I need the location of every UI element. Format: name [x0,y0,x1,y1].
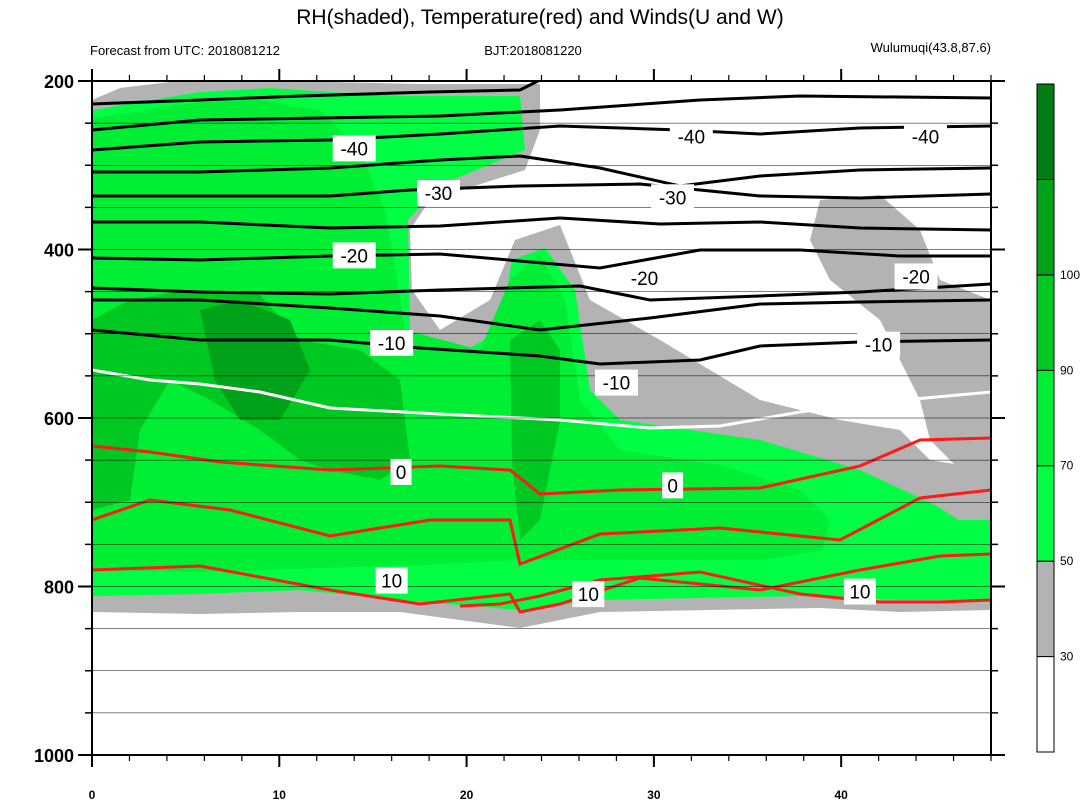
isotherm-zero [92,368,991,430]
isotherm-warm-2 [92,552,991,614]
contour-label-box [669,123,713,150]
colorbar-label: 30 [1060,650,1074,664]
contour-label-box [390,458,412,485]
station-label: Wulumuqi(43.8,87.6) [871,40,991,55]
x-tick-label: 40 [834,788,848,802]
contour-label-box [903,123,947,150]
contour-label-box [843,578,876,605]
colorbar-swatch [1036,274,1055,371]
isotherm-minus30-a [92,154,991,188]
isotherm-cold-1 [92,81,541,106]
chart-title: RH(shaded), Temperature(red) and Winds(U… [296,6,783,29]
colorbar-label: 90 [1060,363,1074,377]
contour-label: -10 [378,334,405,355]
bjt-label: BJT:2018081220 [484,43,582,58]
contour-label-box [332,135,376,162]
y-tick-label: 800 [44,578,74,598]
isotherm-lines [92,81,991,614]
contour-label: -20 [631,269,658,290]
level-gridlines [92,81,991,755]
x-tick-label: 0 [89,788,96,802]
isotherm-warm-3 [459,570,991,608]
contour-label: -10 [865,336,892,357]
isotherm-minus20-b [92,248,991,270]
contour-label: 10 [849,583,870,604]
contour-label: 10 [381,572,402,593]
colorbar-swatch [1036,369,1055,467]
colorbar-swatch [1036,178,1055,276]
contour-label-box [572,581,605,608]
contour-label-box [370,330,414,357]
y-tick-label: 200 [44,72,74,92]
contour-label-group: -40 -40 -40 -30 -30 -20 -20 -20 -10 -10 -10 0 0 10 10 1… [332,123,947,608]
colorbar: 30 50 70 90 100 [1036,83,1080,753]
contour-label-box [651,184,695,211]
contour-label-box [857,331,901,358]
rh-band-100 [200,300,310,420]
contour-label: -20 [340,246,367,267]
isotherm-cold-2 [92,94,991,132]
contour-label: 0 [396,463,407,484]
contour-label-box [332,242,376,269]
isotherm-minus20-c [92,282,991,302]
contour-label-box [375,567,408,594]
isotherm-minus20-a [92,216,991,232]
colorbar-label: 70 [1060,459,1074,473]
rh-band-90-100-mid [510,320,560,540]
contour-label: -40 [340,139,367,160]
colorbar-swatch [1036,560,1055,658]
contour-label-box [416,180,460,207]
contour-label: -40 [912,128,939,149]
contour-label-box [594,369,638,396]
isotherm-minus10-a [92,298,991,332]
contour-label: -30 [659,188,686,209]
contour-label: 10 [578,585,599,606]
rh-band-30-50-east [810,195,991,470]
plot-area: -40 -40 -40 -30 -30 -20 -20 -20 -10 -10 -10 0 0 10 10 1… [92,81,991,755]
contour-label-box [623,265,667,292]
rh-band-lower-70 [92,520,990,600]
isotherm-minus30-b [92,182,991,200]
y-tick-label: 1000 [34,746,74,766]
y-tick-label: 600 [44,409,74,429]
colorbar-label: 50 [1060,554,1074,568]
contour-label-box [662,472,684,499]
colorbar-swatch [1036,465,1055,562]
contour-label-box [894,263,938,290]
x-tick-label: 30 [647,788,661,802]
x-tick-label: 10 [273,788,287,802]
contour-label: 0 [667,476,678,497]
colorbar-swatch [1036,656,1055,753]
isotherm-minus40 [92,124,991,152]
contour-label: -40 [678,128,705,149]
x-axis: 0 10 20 30 40 [89,69,992,802]
y-tick-label: 400 [44,241,74,261]
contour-label: -10 [603,374,630,395]
colorbar-label: 100 [1060,268,1080,282]
contour-label: -30 [425,184,452,205]
contour-label: -20 [902,267,929,288]
colorbar-swatch [1036,83,1055,180]
isotherm-10 [92,488,991,567]
x-tick-label: 20 [460,788,474,802]
isotherm-minus10-b [92,328,991,366]
forecast-label: Forecast from UTC: 2018081212 [90,43,280,58]
